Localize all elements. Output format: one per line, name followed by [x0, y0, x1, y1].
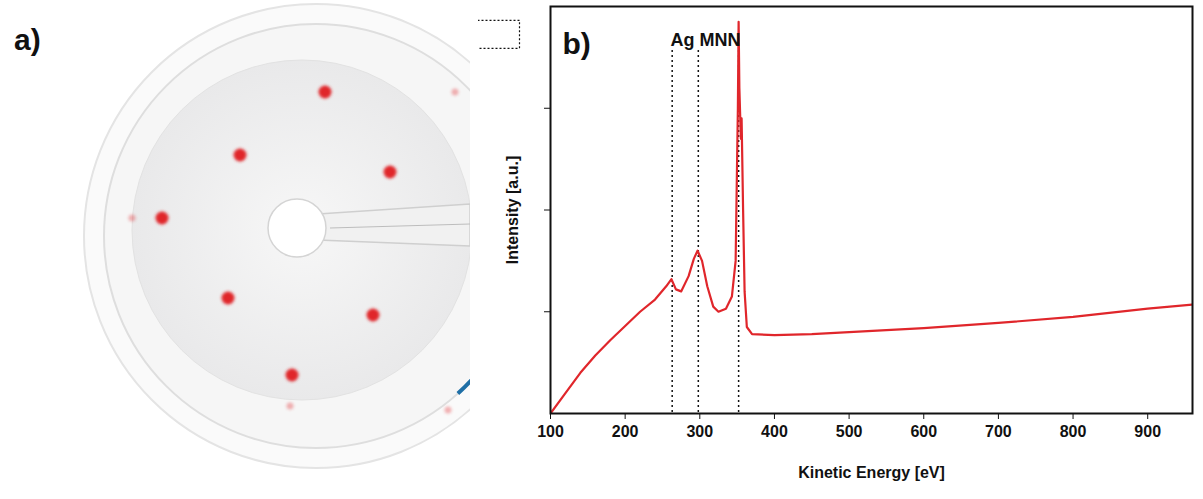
svg-text:Ag MNN: Ag MNN: [670, 30, 740, 50]
svg-text:100: 100: [537, 423, 564, 440]
svg-text:600: 600: [910, 423, 937, 440]
svg-text:200: 200: [612, 423, 639, 440]
svg-text:Kinetic Energy [eV]: Kinetic Energy [eV]: [798, 464, 945, 481]
svg-text:Intensity [a.u.]: Intensity [a.u.]: [504, 156, 521, 264]
svg-text:700: 700: [985, 423, 1012, 440]
svg-text:300: 300: [686, 423, 713, 440]
svg-text:b): b): [563, 27, 591, 60]
svg-text:800: 800: [1060, 423, 1087, 440]
svg-text:900: 900: [1134, 423, 1161, 440]
svg-text:400: 400: [761, 423, 788, 440]
svg-text:a): a): [14, 23, 41, 56]
svg-text:500: 500: [836, 423, 863, 440]
